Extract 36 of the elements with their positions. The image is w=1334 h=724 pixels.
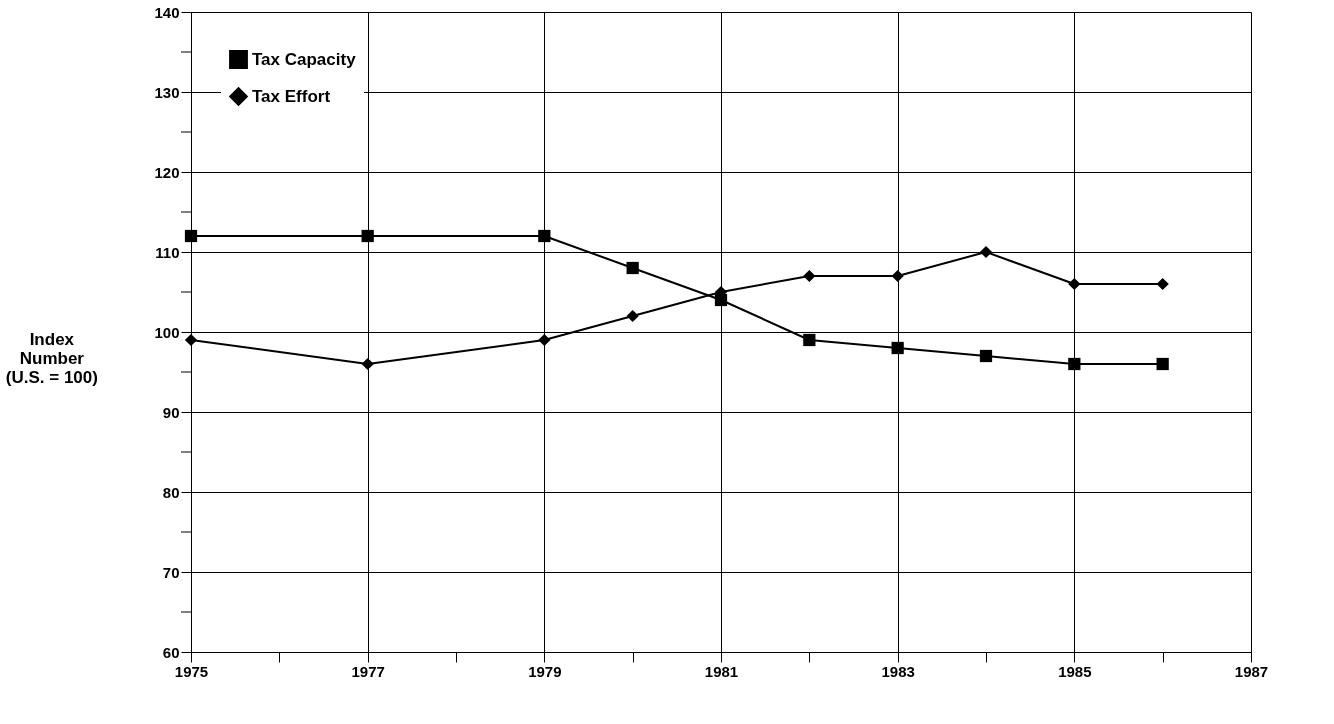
x-tick-label: 1985 xyxy=(1058,662,1092,680)
point xyxy=(361,357,374,371)
point xyxy=(979,245,993,259)
point xyxy=(361,229,374,243)
x-tick-label: 1987 xyxy=(1234,662,1269,680)
x-tick-label: 1977 xyxy=(351,662,385,680)
point xyxy=(538,333,551,347)
y-tick-label: 80 xyxy=(162,483,180,501)
y-tick-label: 130 xyxy=(154,83,180,101)
x-tick-label: 1983 xyxy=(881,662,915,680)
y-axis-title: Index Number (U.S. = 100) xyxy=(5,330,98,387)
point xyxy=(891,341,904,355)
y-tick-label: 110 xyxy=(155,243,180,261)
y-tick-label: 120 xyxy=(154,163,180,181)
x-tick-label: 1981 xyxy=(704,662,739,680)
y-tick-label: 90 xyxy=(162,403,180,421)
point xyxy=(1156,357,1169,371)
x-tick-label: 1979 xyxy=(528,662,562,680)
y-tick-label: 140 xyxy=(154,3,180,21)
point xyxy=(538,229,551,243)
point xyxy=(1068,357,1081,371)
point xyxy=(184,229,198,243)
point xyxy=(626,261,639,275)
point xyxy=(979,349,993,363)
legend-label: Tax Capacity xyxy=(252,49,357,69)
legend-label: Tax Effort xyxy=(252,86,331,106)
point xyxy=(626,309,639,323)
point xyxy=(803,333,816,347)
point xyxy=(1068,277,1081,291)
y-tick-label: 60 xyxy=(162,643,180,661)
x-tick-label: 1975 xyxy=(174,662,209,680)
y-tick-label: 70 xyxy=(162,563,180,581)
point xyxy=(803,269,816,283)
point xyxy=(891,269,904,283)
y-tick-label: 100 xyxy=(154,323,180,341)
point xyxy=(1156,277,1169,291)
